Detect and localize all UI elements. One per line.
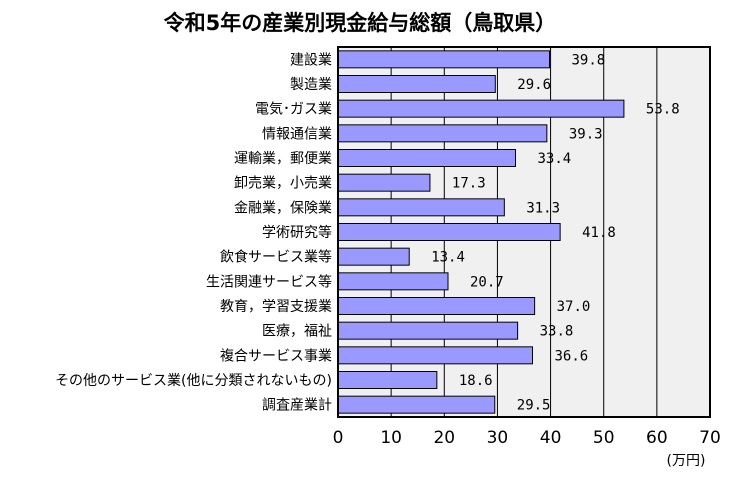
- category-label: 教育，学習支援業: [220, 299, 332, 315]
- category-label: 複合サービス事業: [220, 347, 332, 364]
- value-label: 18.6: [459, 373, 493, 389]
- category-label: 学術研究等: [262, 224, 332, 241]
- bar: [337, 75, 496, 93]
- bar: [337, 272, 449, 291]
- category-label: 製造業: [290, 77, 332, 93]
- x-tick-label: 30: [487, 428, 509, 448]
- category-label: 電気･ガス業: [255, 102, 332, 118]
- unit-label: (万円): [667, 453, 706, 469]
- category-label: 飲食サービス業等: [220, 249, 332, 266]
- x-tick-label: 70: [699, 428, 721, 448]
- bar: [337, 198, 505, 217]
- x-tick-label: 50: [593, 428, 615, 448]
- bar: [337, 124, 548, 143]
- bar: [337, 173, 431, 192]
- value-label: 37.0: [557, 299, 591, 315]
- category-label: 医療，福祉: [262, 323, 332, 340]
- category-label: 金融業，保険業: [234, 200, 332, 216]
- x-tick-label: 20: [433, 428, 455, 448]
- value-label: 29.6: [517, 77, 551, 93]
- category-labels: 建設業製造業電気･ガス業情報通信業運輸業，郵便業卸売業，小売業金融業，保険業学術…: [55, 52, 332, 413]
- value-label: 31.3: [526, 200, 560, 216]
- category-label: 生活関連サービス等: [206, 273, 332, 290]
- value-label: 13.4: [431, 250, 465, 266]
- bar: [337, 346, 534, 365]
- category-label: 建設業: [290, 52, 332, 68]
- category-label: その他のサービス業(他に分類されないもの): [55, 373, 332, 389]
- value-label: 20.7: [470, 274, 504, 290]
- bar: [337, 149, 516, 167]
- value-label: 36.6: [555, 348, 589, 364]
- value-labels: 39.8 29.6 53.8 39.3 33.4 17.3 31.3 41.8 13.4 20.7…: [431, 52, 679, 413]
- bar: [337, 50, 551, 69]
- x-tick-label: 40: [540, 428, 562, 448]
- bar: [337, 297, 536, 315]
- plot-frame: [337, 46, 711, 418]
- value-label: 17.3: [452, 176, 486, 192]
- value-label: 53.8: [646, 102, 680, 118]
- bar: [337, 223, 561, 241]
- category-label: 情報通信業: [262, 126, 332, 142]
- x-axis-ticks: 0 10 20 30 40 50 60 70: [333, 428, 721, 448]
- category-label: 調査産業計: [262, 398, 332, 414]
- x-tick-label: 60: [646, 428, 668, 448]
- bar: [337, 321, 519, 340]
- value-label: 39.3: [569, 126, 603, 142]
- category-label: 運輸業，郵便業: [234, 151, 332, 167]
- value-label: 41.8: [582, 225, 616, 241]
- value-label: 33.4: [537, 151, 571, 167]
- value-label: 39.8: [572, 52, 606, 68]
- bar: [337, 99, 625, 118]
- x-tick-label: 0: [333, 428, 344, 448]
- bar: [337, 371, 438, 389]
- bar: [337, 395, 496, 414]
- value-label: 33.8: [540, 324, 574, 340]
- bar: [337, 247, 410, 266]
- x-tick-label: 10: [380, 428, 402, 448]
- chart-title: 令和5年の産業別現金給与総額（鳥取県）: [164, 11, 557, 35]
- category-label: 卸売業，小売業: [234, 176, 332, 192]
- value-label: 29.5: [517, 398, 551, 414]
